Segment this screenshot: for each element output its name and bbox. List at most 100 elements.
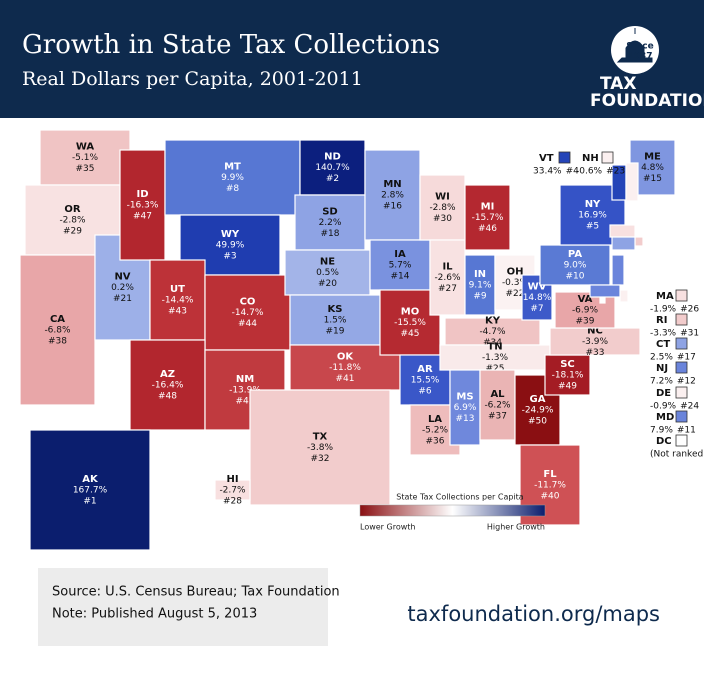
state-abbr: SC [560, 359, 575, 370]
state-abbr: WY [221, 229, 240, 240]
state-change: -14.7% [232, 308, 264, 318]
state-shape [399, 354, 451, 406]
state-change: -18.1% [552, 371, 584, 381]
state-change: 0.2% [111, 283, 134, 293]
state-shape [129, 339, 206, 431]
state-shape [29, 429, 151, 551]
state-change: -1.9% [650, 305, 677, 315]
state-abbr: LA [428, 414, 442, 425]
state-rank: #47 [133, 212, 152, 222]
state-abbr: TN [487, 342, 502, 353]
state-abbr: IN [474, 269, 486, 280]
logo-year: 1937 [627, 52, 652, 62]
state-abbr: SD [322, 207, 338, 218]
state-rank: #20 [318, 279, 337, 289]
state-change: 15.5% [411, 376, 440, 386]
state-change: -6.2% [484, 401, 511, 411]
state-change: 9.9% [221, 173, 244, 183]
state-abbr: OH [507, 267, 524, 278]
logo-since: Since [626, 42, 653, 52]
state-rank: #16 [383, 202, 402, 212]
source-box [38, 568, 328, 646]
state-abbr: CA [50, 314, 65, 325]
state-abbr: PA [568, 249, 582, 260]
legend-high: Higher Growth [487, 523, 545, 532]
state-shape [119, 149, 166, 261]
logo-dome [616, 28, 653, 63]
state-change: -4.7% [479, 327, 506, 337]
state-change: 14.8% [523, 293, 552, 303]
state-abbr: CO [240, 297, 256, 308]
state-shape [294, 194, 366, 251]
state-change: -1.3% [482, 353, 509, 363]
state-change: -0.9% [650, 402, 677, 412]
state-rank: #44 [238, 319, 257, 329]
state-change: -15.5% [394, 318, 426, 328]
state-shape [419, 174, 466, 241]
header-bar [0, 0, 704, 118]
state-rank: #34 [483, 338, 502, 348]
state-change: -6.9% [572, 306, 599, 316]
state-rank: #48 [158, 392, 177, 402]
state-rank: #36 [426, 437, 445, 447]
state-change: -2.8% [429, 203, 456, 213]
state-abbr: DE [656, 388, 671, 399]
state-shape [599, 297, 606, 304]
note: Note: Published August 5, 2013 [52, 607, 257, 622]
subtitle: Real Dollars per Capita, 2001-2011 [22, 68, 363, 90]
state-abbr: IA [394, 249, 406, 260]
state-rank: #39 [576, 317, 595, 327]
state-rank: #33 [586, 348, 605, 358]
state-swatch [675, 289, 688, 302]
state-abbr: MN [383, 179, 401, 190]
state-shape [299, 139, 366, 196]
state-rank: #29 [63, 227, 82, 237]
state-change: -3.3% [650, 329, 677, 339]
state-abbr: WI [435, 192, 450, 203]
state-change: 9.1% [469, 281, 492, 291]
state-rank: #8 [226, 184, 240, 194]
state-rank: #30 [433, 214, 452, 224]
state-change: 1.5% [324, 316, 347, 326]
state-abbr: WV [528, 282, 547, 293]
state-abbr: DC [656, 436, 672, 447]
url: taxfoundation.org/maps [407, 602, 660, 626]
state-shape [369, 239, 431, 291]
state-change: -16.3% [127, 201, 159, 211]
state-abbr: NJ [656, 363, 668, 374]
state-shape [464, 184, 511, 251]
state-change: 9.0% [564, 261, 587, 271]
state-abbr: NV [114, 272, 130, 283]
state-rank: (Not ranked) [650, 450, 704, 460]
state-rank: #28 [223, 497, 242, 507]
state-abbr: GA [530, 394, 546, 405]
state-change: -14.4% [162, 296, 194, 306]
state-rank: #31 [680, 329, 699, 339]
state-shape [284, 249, 371, 296]
state-abbr: OR [64, 204, 81, 215]
state-change: 140.7% [315, 163, 350, 173]
state-change: -0.6% [576, 167, 603, 177]
state-change: 16.9% [578, 211, 607, 221]
state-rank: #22 [506, 289, 525, 299]
state-rank: #45 [401, 329, 420, 339]
state-abbr: AZ [160, 369, 175, 380]
state-rank: #5 [586, 222, 599, 232]
state-abbr: VA [578, 294, 593, 305]
state-abbr: NC [587, 326, 603, 337]
state-shape [611, 236, 636, 251]
state-shape [549, 327, 641, 356]
state-rank: #43 [168, 307, 187, 317]
state-change: 167.7% [73, 486, 108, 496]
state-change: 0.5% [316, 268, 339, 278]
logo-tax: TAX [600, 74, 637, 94]
state-shape [634, 236, 644, 247]
state-change: -11.7% [534, 481, 566, 491]
state-abbr: MT [224, 162, 241, 173]
state-abbr: CT [656, 339, 670, 350]
state-rank: #26 [680, 305, 699, 315]
state-abbr: KY [485, 316, 501, 327]
state-abbr: FL [543, 469, 557, 480]
state-shape [625, 162, 639, 202]
state-shape [429, 239, 466, 316]
